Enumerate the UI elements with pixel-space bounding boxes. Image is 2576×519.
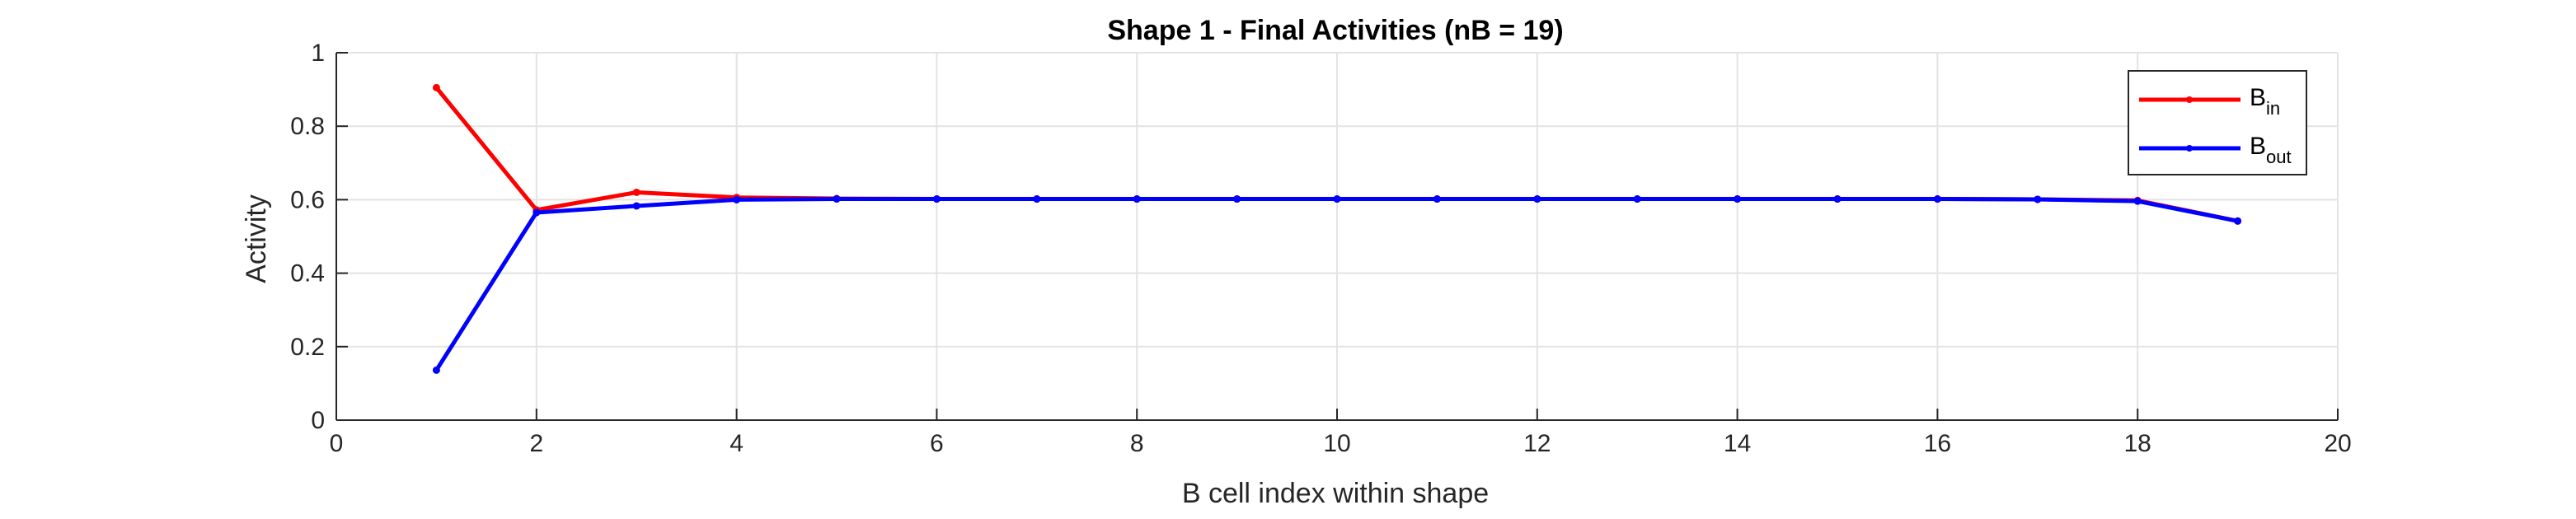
data-point-b-out: [432, 366, 440, 374]
data-point-b-out: [1633, 195, 1641, 203]
y-tick-label: 1: [311, 40, 325, 67]
legend-marker-b-in: [2186, 96, 2193, 103]
data-point-b-out: [1033, 195, 1041, 203]
data-point-b-out: [2034, 195, 2042, 203]
x-tick-label: 18: [2124, 430, 2151, 457]
y-tick-label: 0.2: [290, 334, 325, 361]
data-point-b-out: [833, 195, 841, 203]
x-tick-label: 10: [1323, 430, 1350, 457]
y-tick-label: 0.8: [290, 113, 325, 140]
legend-label-b-in: Bin: [2250, 84, 2280, 119]
data-point-b-out: [1734, 195, 1742, 203]
chart-title: Shape 1 - Final Activities (nB = 19): [1107, 15, 1563, 46]
y-tick-label: 0.6: [290, 186, 325, 213]
data-point-b-out: [1533, 195, 1541, 203]
data-point-b-out: [1333, 195, 1341, 203]
legend-label-b-out: Bout: [2250, 133, 2292, 167]
data-point-b-out: [1233, 195, 1241, 203]
data-point-b-in: [432, 83, 440, 91]
legend-label-b-in-subscript: in: [2266, 98, 2280, 119]
x-tick-label: 0: [330, 430, 344, 457]
x-tick-label: 16: [1924, 430, 1951, 457]
data-point-b-out: [1833, 195, 1842, 203]
legend: Bin Bout: [2128, 70, 2307, 175]
data-point-b-in: [632, 188, 640, 196]
legend-marker-b-out: [2186, 145, 2193, 152]
y-tick-label: 0: [311, 407, 325, 434]
data-point-b-out: [733, 195, 741, 203]
x-axis-label: B cell index within shape: [1182, 478, 1489, 509]
legend-label-b-out-base: B: [2250, 133, 2266, 160]
x-tick-label: 8: [1130, 430, 1144, 457]
data-point-b-out: [1433, 195, 1441, 203]
data-point-b-out: [1933, 195, 1941, 203]
data-point-b-out: [1133, 195, 1141, 203]
x-tick-label: 6: [930, 430, 944, 457]
data-point-b-out: [2133, 197, 2142, 205]
data-point-b-out: [932, 195, 941, 203]
x-tick-label: 2: [529, 430, 543, 457]
data-point-b-out: [632, 202, 640, 210]
x-tick-label: 14: [1724, 430, 1751, 457]
legend-label-b-in-base: B: [2250, 84, 2266, 111]
x-tick-label: 12: [1523, 430, 1551, 457]
data-point-b-out: [2234, 217, 2242, 225]
legend-box: [2128, 70, 2307, 175]
series: [432, 83, 2242, 374]
y-axis-label: Activity: [241, 194, 272, 283]
legend-label-b-out-subscript: out: [2266, 147, 2292, 167]
x-tick-label: 4: [730, 430, 744, 457]
tick-labels: 0 2 4 6 8 10 12 14 16 18 20 0 0.2 0.4 0.6 0.8 1: [290, 40, 2351, 457]
x-tick-label: 20: [2324, 430, 2351, 457]
y-tick-label: 0.4: [290, 260, 325, 288]
data-point-b-out: [533, 208, 541, 217]
axes: [335, 52, 2339, 421]
